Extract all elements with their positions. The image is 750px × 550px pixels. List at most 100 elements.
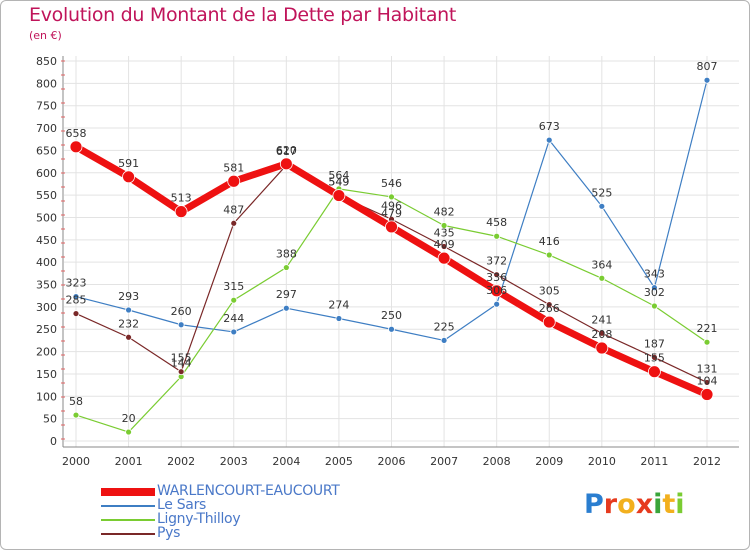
proxiti-logo: Proxiti <box>584 489 685 520</box>
data-point <box>72 411 80 419</box>
y-tick-label: 650 <box>36 144 57 157</box>
logo-letter: o <box>617 489 636 520</box>
data-point <box>385 220 398 234</box>
data-point <box>648 365 661 379</box>
data-label: 232 <box>118 317 139 330</box>
data-point <box>177 321 185 329</box>
data-point <box>282 264 290 271</box>
data-label: 673 <box>539 120 560 133</box>
x-tick-label: 2007 <box>430 455 458 468</box>
data-label: 306 <box>486 284 507 297</box>
data-label: 20 <box>122 412 136 425</box>
data-point <box>493 232 501 240</box>
x-tick-label: 2011 <box>640 455 668 468</box>
y-tick-label: 250 <box>36 323 57 336</box>
x-tick-label: 2010 <box>588 455 616 468</box>
data-point <box>598 274 606 282</box>
data-point <box>177 368 185 376</box>
data-label: 658 <box>66 127 87 140</box>
data-label: 479 <box>381 207 402 220</box>
data-point <box>545 301 553 309</box>
data-label: 241 <box>591 313 612 326</box>
data-label: 187 <box>644 337 665 350</box>
data-point <box>651 302 658 310</box>
data-point <box>72 293 80 301</box>
data-point <box>545 136 553 144</box>
x-tick-label: 2003 <box>220 455 248 468</box>
data-label: 323 <box>66 277 87 290</box>
data-label: 266 <box>539 302 560 315</box>
data-label: 104 <box>697 375 718 388</box>
data-label: 297 <box>276 288 297 301</box>
data-label: 58 <box>69 395 83 408</box>
data-point <box>490 284 504 298</box>
data-label: 482 <box>434 206 455 219</box>
data-point <box>72 310 80 317</box>
data-label: 208 <box>591 328 612 341</box>
y-tick-label: 800 <box>36 77 57 90</box>
data-label: 343 <box>644 268 665 281</box>
y-tick-label: 200 <box>36 346 57 359</box>
legend-swatch <box>101 519 155 521</box>
data-label: 336 <box>486 271 507 284</box>
y-tick-label: 450 <box>36 234 57 247</box>
data-label: 458 <box>486 216 507 229</box>
data-label: 293 <box>118 290 139 303</box>
x-tick-label: 2004 <box>272 455 300 468</box>
data-point <box>440 222 448 229</box>
data-label: 144 <box>171 357 192 370</box>
data-label: 564 <box>328 169 349 182</box>
data-label: 305 <box>539 285 560 298</box>
y-tick-label: 500 <box>36 211 57 224</box>
data-point <box>542 315 556 329</box>
data-point <box>174 205 188 219</box>
legend-label: Le Sars <box>157 497 207 513</box>
data-label: 487 <box>223 203 244 216</box>
logo-letter: x <box>635 489 654 520</box>
data-point <box>230 296 238 304</box>
y-tick-label: 50 <box>43 413 57 426</box>
data-point <box>703 76 711 84</box>
logo-letter: i <box>653 489 663 520</box>
data-point <box>595 341 609 355</box>
data-label: 549 <box>328 176 349 189</box>
data-label: 364 <box>591 258 612 271</box>
data-label: 155 <box>644 352 665 365</box>
data-label: 225 <box>434 320 455 333</box>
data-label: 372 <box>486 255 507 268</box>
data-point <box>388 193 395 201</box>
data-point <box>598 329 606 337</box>
chart-subtitle: (en €) <box>29 29 62 42</box>
data-label: 250 <box>381 309 402 322</box>
data-label: 546 <box>381 177 402 190</box>
data-point <box>545 251 553 259</box>
data-label: 549 <box>328 176 349 189</box>
logo-letter: i <box>675 489 685 520</box>
legend-label: WARLENCOURT-EAUCOURT <box>157 483 340 499</box>
data-label: 274 <box>328 299 349 312</box>
data-point <box>440 337 448 344</box>
data-point <box>69 140 83 154</box>
data-label: 221 <box>697 322 718 335</box>
data-label: 435 <box>434 227 455 240</box>
data-label: 581 <box>223 161 244 174</box>
data-label: 315 <box>223 280 244 293</box>
data-point <box>703 338 711 346</box>
data-point <box>230 219 238 227</box>
y-tick-label: 350 <box>36 279 57 292</box>
data-point <box>440 243 448 250</box>
legend-swatch <box>101 533 155 535</box>
x-tick-label: 2009 <box>535 455 563 468</box>
x-tick-label: 2001 <box>115 455 143 468</box>
data-point <box>493 300 501 308</box>
x-tick-label: 2006 <box>378 455 406 468</box>
y-tick-label: 700 <box>36 122 57 135</box>
legend-label: Ligny-Thilloy <box>157 511 241 527</box>
legend-swatch <box>101 505 155 507</box>
x-tick-label: 2005 <box>325 455 353 468</box>
y-tick-label: 300 <box>36 301 57 314</box>
data-label: 496 <box>381 199 402 212</box>
data-label: 244 <box>223 312 244 325</box>
data-label: 388 <box>276 248 297 261</box>
